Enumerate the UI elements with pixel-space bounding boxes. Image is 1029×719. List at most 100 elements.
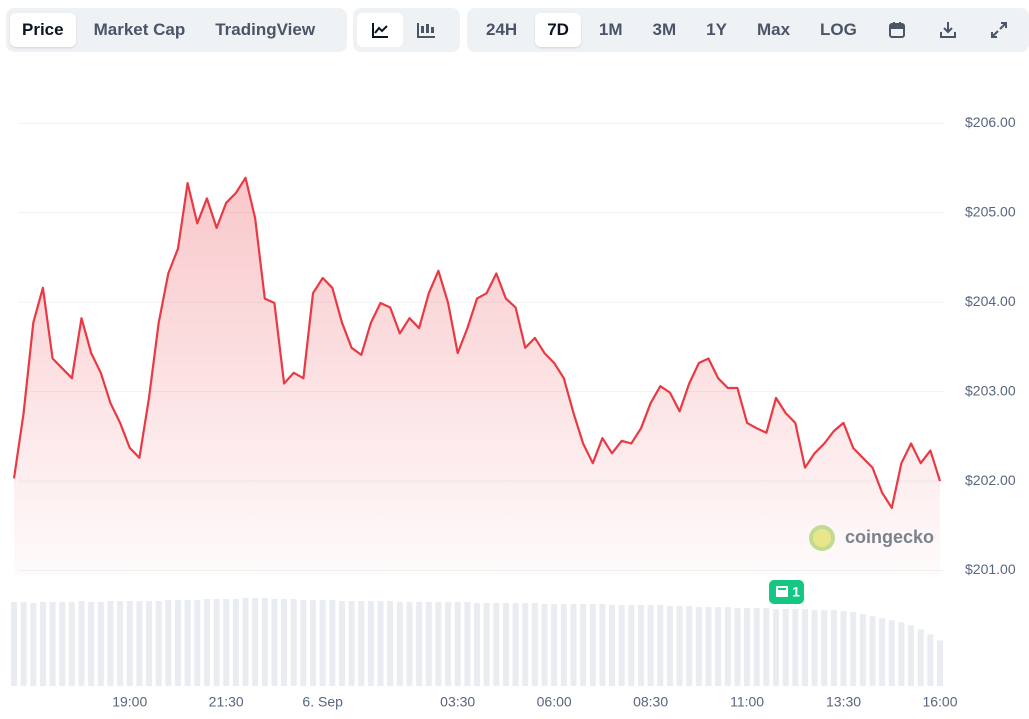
volume-bar [252, 598, 259, 686]
x-tick-label: 03:30 [440, 694, 475, 710]
volume-bar [310, 600, 317, 686]
volume-bar [329, 600, 336, 686]
volume-bar [425, 602, 432, 686]
volume-bar [387, 601, 394, 686]
volume-bar [88, 602, 95, 686]
volume-bar [773, 609, 780, 686]
volume-bar [792, 609, 799, 686]
volume-bar [97, 602, 104, 686]
volume-bar [300, 600, 307, 686]
volume-bar [657, 605, 664, 686]
volume-bar [20, 602, 27, 686]
volume-bar [194, 600, 201, 686]
range-switch: 24H 7D 1M 3M 1Y Max LOG [467, 8, 1029, 52]
volume-bar [695, 607, 702, 686]
x-tick-label: 16:00 [922, 694, 957, 710]
line-chart-button[interactable] [357, 13, 403, 47]
y-tick-label: $201.00 [965, 561, 1016, 577]
volume-bar [580, 604, 587, 686]
volume-bar [502, 603, 509, 686]
news-badge[interactable]: 1 [769, 580, 804, 604]
volume-bar [686, 606, 693, 686]
volume-bar [271, 599, 278, 686]
volume-bar [39, 602, 46, 686]
volume-bar [117, 601, 124, 686]
volume-bar [136, 601, 143, 686]
view-switch: Price Market Cap TradingView [6, 8, 347, 52]
line-icon [372, 23, 388, 38]
volume-bar [483, 603, 490, 686]
watermark-text: coingecko [845, 527, 934, 547]
volume-bar [348, 601, 355, 686]
candle-icon [417, 23, 435, 38]
volume-bar [377, 601, 384, 686]
volume-bar [541, 604, 548, 686]
volume-bar [647, 605, 654, 686]
volume-bar [319, 600, 326, 686]
fullscreen-button[interactable] [974, 13, 1025, 47]
volume-bar [416, 602, 423, 686]
toolbar-button[interactable]: TradingView [215, 20, 316, 39]
volume-bar [628, 605, 635, 686]
volume-bar [474, 603, 480, 686]
volume-bar [560, 604, 567, 686]
toolbar-button[interactable]: 1Y [706, 20, 727, 39]
volume-bar [223, 599, 230, 686]
volume-bar [406, 602, 413, 686]
download-button[interactable] [923, 13, 974, 47]
volume-bar [165, 600, 172, 686]
y-tick-label: $203.00 [965, 382, 1016, 398]
volume-bar [908, 625, 915, 686]
volume-bar [155, 601, 162, 686]
volume-bar [676, 606, 683, 686]
volume-bar [242, 598, 249, 686]
volume-bar [445, 602, 452, 686]
toolbar-button[interactable]: Market Cap [93, 20, 186, 39]
toolbar-button[interactable]: Price [10, 13, 76, 47]
volume-bar [68, 602, 75, 686]
volume-bar [184, 600, 191, 686]
volume-bar [937, 640, 943, 686]
toolbar-button[interactable]: 7D [535, 13, 581, 47]
x-tick-label: 11:00 [730, 694, 764, 710]
toolbar-button[interactable]: 1M [598, 20, 623, 39]
volume-bar [464, 602, 471, 686]
volume-bar [454, 602, 461, 686]
news-count: 1 [792, 584, 800, 600]
toolbar-button[interactable]: LOG [820, 20, 857, 39]
calendar-button[interactable] [872, 13, 923, 47]
price-line [12, 176, 942, 509]
volume-bar [213, 599, 220, 686]
volume-bar [522, 603, 529, 686]
volume-bar [551, 604, 558, 686]
x-tick-label: 6. Sep [302, 694, 343, 710]
volume-bar [203, 599, 210, 686]
volume-bar [599, 604, 606, 686]
volume-bar [744, 608, 751, 686]
volume-bar [570, 604, 577, 686]
toolbar-button[interactable]: Max [756, 20, 791, 39]
area-fill [14, 177, 940, 576]
toolbar-button[interactable]: 3M [652, 20, 677, 39]
volume-bar [879, 618, 886, 686]
volume-bar [396, 602, 403, 686]
volume-bar [850, 612, 857, 686]
volume-bar [609, 605, 616, 686]
candle-chart-button[interactable] [403, 13, 449, 47]
volume-bar [917, 629, 924, 686]
volume-bar [290, 599, 297, 686]
toolbar-button[interactable]: 24H [486, 20, 518, 39]
volume-bar [637, 605, 644, 686]
volume-bar [869, 616, 876, 686]
volume-bar [11, 602, 17, 686]
volume-bar [618, 605, 625, 686]
x-tick-label: 19:00 [112, 694, 147, 710]
volume-bar [888, 620, 895, 686]
chart-type-switch [353, 8, 460, 52]
volume-bar [59, 602, 66, 686]
volume-bar [830, 610, 837, 686]
volume-bar [724, 607, 731, 686]
volume-bar [126, 601, 133, 686]
volume-bar [146, 601, 153, 686]
